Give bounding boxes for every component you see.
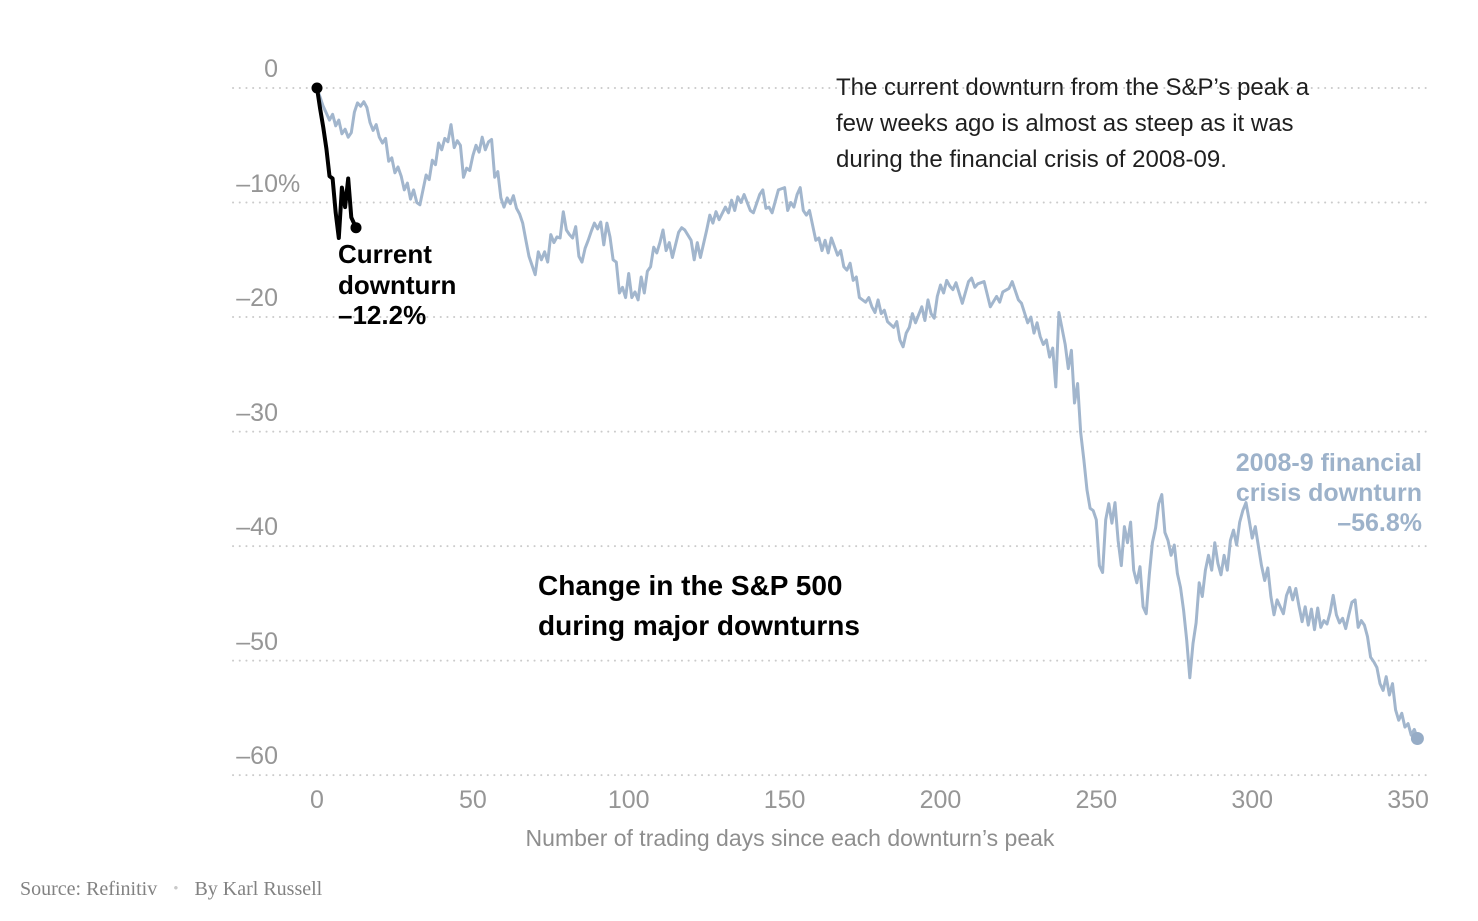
y-axis-tick-label-0: 0	[264, 55, 278, 83]
x-axis-tick-label-0: 0	[310, 786, 324, 814]
current-downturn-value: –12.2%	[338, 300, 427, 330]
annotation-note-line-1: The current downturn from the S&P’s peak…	[836, 74, 1310, 101]
byline: By Karl Russell	[194, 878, 323, 900]
annotation-note-line-2: few weeks ago is almost as steep as it w…	[836, 110, 1294, 137]
current-end-dot	[350, 222, 362, 234]
x-axis-title: Number of trading days since each downtu…	[525, 825, 1055, 851]
y-axis-tick-label-–30: –30	[236, 398, 278, 427]
separator-dot: •	[173, 881, 179, 897]
y-axis-tick-label-–20: –20	[236, 284, 278, 313]
x-axis-tick-label-100: 100	[607, 786, 650, 814]
x-axis-tick-label-50: 50	[458, 786, 487, 814]
crisis-downturn-value: –56.8%	[1337, 509, 1422, 537]
crisis-end-dot	[1410, 732, 1424, 745]
y-axis-tick-label-–40: –40	[236, 513, 278, 542]
current-downturn-label: Current downturn –12.2%	[338, 239, 456, 331]
crisis-line-series	[315, 86, 1419, 740]
current-downturn-label-line-1: Current	[338, 239, 432, 269]
source-byline: Source: Refinitiv • By Karl Russell	[20, 878, 322, 901]
y-axis-tick-label-–10: –10%	[236, 169, 301, 198]
crisis-downturn-label-line-2: crisis downturn	[1235, 479, 1422, 507]
y-axis-percent-suffix: %	[278, 169, 301, 198]
current-line-series	[315, 86, 358, 240]
y-axis-tick-label-–50: –50	[236, 627, 278, 656]
x-axis-tick-label-250: 250	[1075, 786, 1118, 814]
source-label: Source: Refinitiv	[20, 878, 158, 900]
x-axis-tick-label-350: 350	[1387, 786, 1429, 814]
y-axis-tick-label-–60: –60	[236, 742, 278, 771]
crisis-downturn-label: 2008-9 financial crisis downturn –56.8%	[1236, 448, 1422, 538]
current-downturn-label-line-2: downturn	[338, 269, 457, 300]
annotation-note: The current downturn from the S&P’s peak…	[836, 70, 1396, 178]
annotation-note-line-3: during the financial crisis of 2008-09.	[836, 146, 1227, 173]
chart-title-line-1: Change in the S&P 500	[538, 570, 843, 601]
x-axis-tick-label-300: 300	[1231, 786, 1274, 814]
crisis-downturn-label-line-1: 2008-9 financial	[1235, 449, 1422, 477]
peak-start-dot	[311, 82, 323, 94]
chart-title: Change in the S&P 500 during major downt…	[538, 566, 860, 646]
x-axis-tick-label-200: 200	[919, 786, 962, 814]
chart-title-line-2: during major downturns	[538, 610, 860, 641]
x-axis-tick-label-150: 150	[763, 786, 806, 814]
